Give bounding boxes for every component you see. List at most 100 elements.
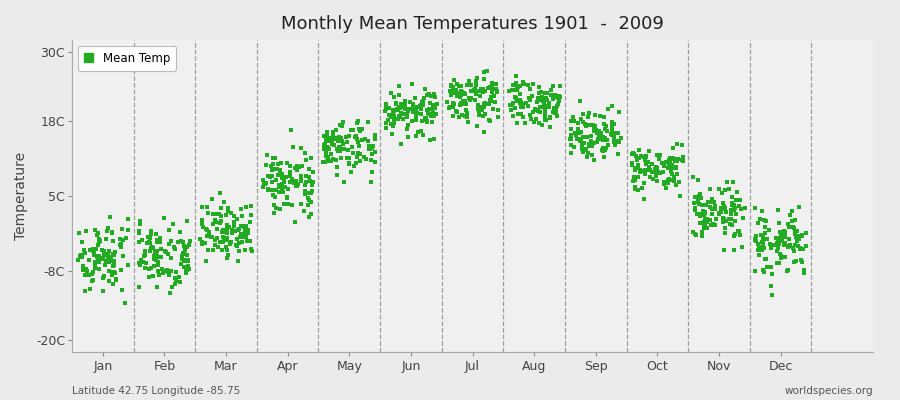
Point (598, 146, 612, 153)
Point (259, 180, 274, 186)
Point (798, 230, 813, 236)
Point (491, 106, 506, 113)
Point (755, 246, 770, 253)
Point (93, 237, 107, 244)
Point (553, 94, 567, 100)
Point (550, 113, 564, 120)
Point (778, 229, 793, 235)
Point (639, 161, 653, 167)
Point (368, 158, 382, 165)
Point (408, 104, 422, 111)
Point (571, 126, 585, 132)
Point (505, 87, 519, 94)
Point (788, 231, 803, 237)
Point (106, 280, 121, 287)
Point (538, 90, 553, 96)
Point (277, 201, 292, 208)
Point (728, 196, 742, 203)
Point (759, 256, 773, 262)
Point (586, 128, 600, 134)
Point (542, 104, 556, 110)
Point (134, 258, 148, 264)
Point (772, 240, 787, 247)
Point (384, 121, 399, 127)
Point (596, 145, 610, 151)
Point (795, 259, 809, 266)
Point (387, 115, 401, 121)
Point (788, 217, 803, 223)
Point (279, 173, 293, 180)
Point (256, 184, 270, 190)
Point (342, 161, 356, 167)
Point (106, 238, 121, 244)
Point (515, 101, 529, 108)
Point (643, 174, 657, 180)
Point (95, 256, 110, 262)
Point (505, 101, 519, 108)
Point (563, 135, 578, 142)
Point (791, 236, 806, 242)
Point (339, 134, 354, 140)
Point (405, 81, 419, 87)
Point (542, 100, 556, 106)
Point (260, 187, 274, 193)
Point (529, 116, 544, 122)
Point (674, 157, 688, 164)
Point (232, 226, 247, 232)
Point (86, 269, 101, 276)
Point (480, 68, 494, 74)
Point (716, 205, 731, 211)
Point (447, 87, 462, 94)
Point (183, 237, 197, 244)
Point (316, 158, 330, 165)
Point (472, 102, 486, 108)
Point (535, 104, 549, 110)
Point (293, 174, 308, 181)
Point (267, 193, 282, 200)
Point (510, 83, 525, 89)
Point (595, 147, 609, 153)
Point (471, 75, 485, 82)
Point (215, 239, 230, 245)
Point (292, 164, 306, 171)
Point (592, 134, 607, 140)
Point (225, 229, 239, 236)
Point (147, 263, 161, 269)
Point (595, 148, 609, 154)
Point (257, 181, 272, 187)
Point (718, 230, 733, 236)
Point (662, 159, 677, 166)
Point (459, 82, 473, 88)
Point (783, 212, 797, 218)
Point (444, 82, 458, 88)
Point (579, 146, 593, 152)
Point (352, 142, 366, 149)
Point (729, 211, 743, 217)
Point (198, 239, 212, 246)
Point (715, 205, 729, 212)
Point (642, 164, 656, 170)
Point (511, 84, 526, 90)
Point (472, 111, 486, 118)
Point (473, 92, 488, 99)
Point (410, 129, 425, 135)
Point (776, 229, 790, 236)
Point (102, 278, 116, 284)
Point (109, 276, 123, 282)
Point (428, 111, 443, 117)
Point (266, 210, 281, 216)
Point (454, 89, 469, 96)
Point (382, 105, 396, 112)
Point (719, 209, 733, 216)
Point (132, 239, 147, 245)
Point (503, 107, 517, 114)
Point (626, 178, 640, 184)
Point (134, 257, 148, 264)
Point (320, 154, 335, 160)
Point (541, 104, 555, 110)
Point (514, 104, 528, 110)
Point (289, 178, 303, 184)
Point (150, 284, 165, 290)
Point (199, 226, 213, 232)
Point (534, 89, 548, 95)
